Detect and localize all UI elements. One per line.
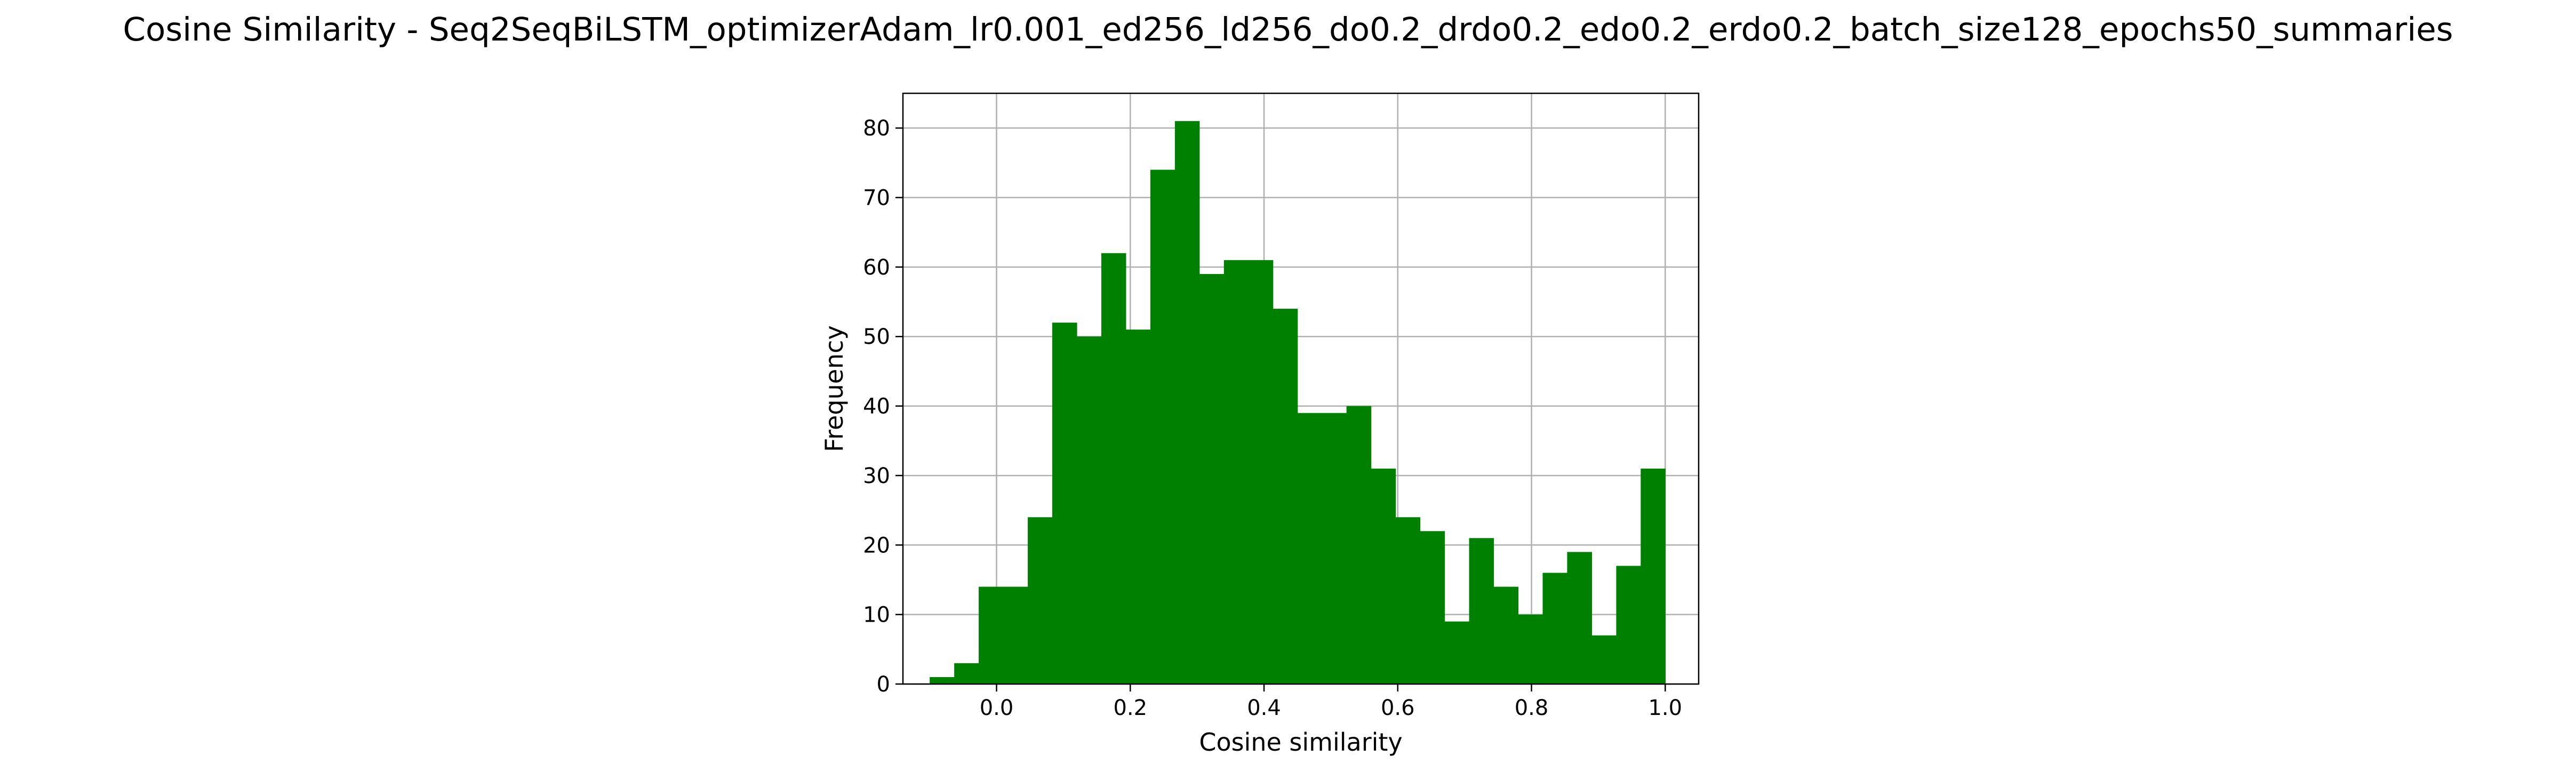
- histogram-bar-22: [1444, 621, 1470, 684]
- y-tick-label: 30: [863, 464, 890, 488]
- histogram-bar-11: [1174, 121, 1200, 685]
- histogram-bar-30: [1641, 468, 1666, 684]
- histogram-bar-2: [954, 663, 979, 684]
- histogram-bar-20: [1395, 517, 1421, 684]
- histogram-bar-27: [1567, 552, 1592, 684]
- histogram-bar-21: [1420, 531, 1445, 684]
- histogram-bar-5: [1028, 517, 1053, 684]
- y-tick-label: 0: [877, 672, 890, 697]
- histogram-bar-6: [1052, 323, 1077, 684]
- y-tick-label: 10: [863, 603, 890, 628]
- histogram-bar-16: [1297, 413, 1323, 684]
- axis-ticks: 0.0 0.2 0.4 0.6 0.8 1.0 0 10 20 30 40 50 60 70 80: [863, 116, 1682, 720]
- y-tick-label: 40: [863, 395, 890, 419]
- y-axis-label: Frequency: [820, 325, 849, 452]
- x-tick-label: 0.0: [980, 696, 1014, 720]
- histogram-bar-17: [1322, 413, 1347, 684]
- histogram-bar-14: [1248, 260, 1274, 684]
- histogram-bar-15: [1273, 309, 1298, 684]
- x-axis-label: Cosine similarity: [1199, 728, 1402, 757]
- histogram-bar-12: [1199, 274, 1225, 684]
- histogram-bar-8: [1101, 253, 1126, 684]
- histogram-bar-13: [1223, 260, 1249, 684]
- histogram-bar-29: [1616, 566, 1641, 684]
- histogram-bar-26: [1542, 573, 1567, 684]
- x-tick-label: 0.4: [1247, 696, 1281, 720]
- histogram-bar-7: [1076, 336, 1102, 684]
- plot-frame: [902, 92, 1700, 685]
- y-tick-label: 20: [863, 533, 890, 558]
- histogram-bar-28: [1591, 635, 1617, 684]
- histogram-bar-9: [1125, 329, 1151, 684]
- histogram-bar-23: [1469, 538, 1494, 684]
- histogram-bar-24: [1493, 586, 1519, 684]
- x-tick-label: 0.6: [1381, 696, 1415, 720]
- histogram-bar-19: [1371, 468, 1396, 684]
- x-tick-label: 0.8: [1515, 696, 1549, 720]
- y-tick-label: 60: [863, 255, 890, 280]
- y-tick-label: 70: [863, 186, 890, 211]
- histogram-bar-1: [930, 677, 955, 684]
- histogram-bar-4: [1003, 586, 1028, 684]
- histogram-bar-25: [1518, 614, 1543, 684]
- x-tick-label: 1.0: [1648, 696, 1682, 720]
- histogram-bar-10: [1150, 170, 1175, 684]
- y-tick-label: 80: [863, 116, 890, 141]
- histogram-bars: [930, 121, 1666, 685]
- histogram-bar-18: [1346, 406, 1372, 684]
- x-tick-label: 0.2: [1113, 696, 1147, 720]
- histogram-bar-3: [979, 586, 1004, 684]
- chart-title: Cosine Similarity - Seq2SeqBiLSTM_optimi…: [123, 11, 2453, 49]
- y-tick-label: 50: [863, 325, 890, 349]
